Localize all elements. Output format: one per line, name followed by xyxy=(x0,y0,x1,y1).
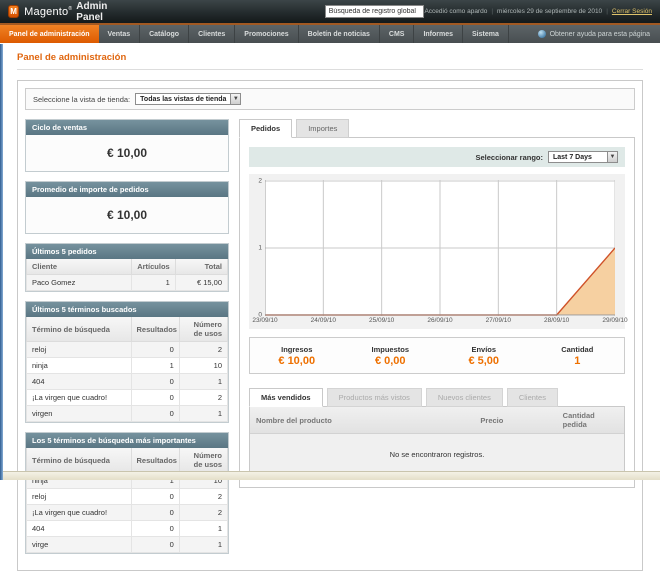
table-row[interactable]: reloj 0 2 xyxy=(27,489,228,505)
average-orders-title: Promedio de importe de pedidos xyxy=(26,182,228,197)
last-orders-title: Últimos 5 pedidos xyxy=(26,244,228,259)
stat-impuestos: Impuestos € 0,00 xyxy=(344,345,438,367)
col-header-nombre-producto: Nombre del producto xyxy=(250,407,474,434)
header-date: miércoles 29 de septiembre de 2010 xyxy=(497,8,602,15)
chevron-down-icon: ▼ xyxy=(230,94,240,104)
table-row[interactable]: 404 0 1 xyxy=(27,374,228,390)
table-row[interactable]: ¡La virgen que cuadro! 0 2 xyxy=(27,505,228,521)
stat-ingresos: Ingresos € 10,00 xyxy=(250,345,344,367)
chart-plot-area xyxy=(265,180,615,316)
top-search-terms-title: Los 5 términos de búsqueda más important… xyxy=(26,433,228,448)
browser-status-bar xyxy=(0,471,660,480)
top-search-terms-box: Los 5 términos de búsqueda más important… xyxy=(25,432,229,554)
brand-name: Magento® xyxy=(24,6,72,18)
stat-cantidad: Cantidad 1 xyxy=(531,345,625,367)
table-row[interactable]: reloj 0 2 xyxy=(27,342,228,358)
range-select[interactable]: Last 7 Days ▼ xyxy=(548,151,618,163)
last-orders-box: Últimos 5 pedidos Cliente Artículos Tota… xyxy=(25,243,229,292)
col-header-resultados: Resultados xyxy=(131,448,179,473)
col-header-resultados: Resultados xyxy=(131,317,179,342)
nav-sales[interactable]: Ventas xyxy=(99,25,141,43)
col-header-cantidad-pedida: Cantidad pedida xyxy=(557,407,624,434)
nav-newsletter[interactable]: Boletín de noticias xyxy=(299,25,380,43)
tab-productos-mas-vistos[interactable]: Productos más vistos xyxy=(327,388,422,407)
tab-pedidos[interactable]: Pedidos xyxy=(239,119,292,138)
nav-customers[interactable]: Clientes xyxy=(189,25,235,43)
col-header-precio: Precio xyxy=(474,407,556,434)
tab-clientes[interactable]: Clientes xyxy=(507,388,558,407)
table-row[interactable]: Paco Gomez 1 € 15,00 xyxy=(27,275,228,291)
orders-chart: 012 23/09/1024/09/1025/09/1026/09/1027/0… xyxy=(249,174,625,329)
brand-suffix: Admin Panel xyxy=(76,1,126,23)
main-nav: Panel de administración Ventas Catálogo … xyxy=(0,23,660,43)
left-column: Ciclo de ventas € 10,00 Promedio de impo… xyxy=(25,119,229,563)
logout-link[interactable]: Cerrar Sesión xyxy=(612,8,652,15)
magento-logo-icon: M xyxy=(8,5,19,18)
nav-dashboard[interactable]: Panel de administración xyxy=(0,25,99,43)
table-row[interactable]: virge 0 1 xyxy=(27,537,228,553)
col-header-termino: Término de búsqueda xyxy=(27,448,132,473)
lifetime-sales-title: Ciclo de ventas xyxy=(26,120,228,135)
page-title: Panel de administración xyxy=(17,52,643,70)
nav-system[interactable]: Sistema xyxy=(463,25,509,43)
store-view-select[interactable]: Todas las vistas de tienda ▼ xyxy=(135,93,241,105)
average-orders-value: € 10,00 xyxy=(26,197,228,233)
header-bar: M Magento® Admin Panel Accedió como apar… xyxy=(0,0,660,23)
nav-catalog[interactable]: Catálogo xyxy=(140,25,189,43)
table-row[interactable]: 404 0 1 xyxy=(27,521,228,537)
lifetime-sales-box: Ciclo de ventas € 10,00 xyxy=(25,119,229,172)
browser-window-edge xyxy=(0,44,3,480)
col-header-cliente: Cliente xyxy=(27,259,132,275)
lifetime-sales-value: € 10,00 xyxy=(26,135,228,171)
bestsellers-panel: Nombre del producto Precio Cantidad pedi… xyxy=(249,406,625,478)
table-row[interactable]: ¡La virgen que cuadro! 0 2 xyxy=(27,390,228,406)
table-row[interactable]: ninja 1 10 xyxy=(27,358,228,374)
col-header-usos: Número de usos xyxy=(179,448,227,473)
stat-envios: Envíos € 5,00 xyxy=(437,345,531,367)
nav-reports[interactable]: Informes xyxy=(414,25,463,43)
last-search-terms-box: Últimos 5 términos buscados Término de b… xyxy=(25,301,229,423)
range-bar: Seleccionar rango: Last 7 Days ▼ xyxy=(249,147,625,167)
global-search-input[interactable] xyxy=(325,5,425,18)
totals-bar: Ingresos € 10,00 Impuestos € 0,00 Envíos… xyxy=(249,337,625,374)
col-header-termino: Término de búsqueda xyxy=(27,317,132,342)
col-header-total: Total xyxy=(175,259,227,275)
tab-mas-vendidos[interactable]: Más vendidos xyxy=(249,388,323,407)
store-view-selector-bar: Seleccione la vista de tienda: Todas las… xyxy=(25,88,635,110)
nav-promotions[interactable]: Promociones xyxy=(235,25,298,43)
chart-x-axis-labels: 23/09/1024/09/1025/09/1026/09/1027/09/10… xyxy=(265,317,615,327)
last-search-terms-title: Últimos 5 términos buscados xyxy=(26,302,228,317)
help-globe-icon xyxy=(538,30,546,38)
orders-panel: Seleccionar rango: Last 7 Days ▼ 012 23/… xyxy=(239,137,635,488)
nav-cms[interactable]: CMS xyxy=(380,25,415,43)
chevron-down-icon: ▼ xyxy=(607,152,617,162)
tab-importes[interactable]: Importes xyxy=(296,119,349,138)
tab-nuevos-clientes[interactable]: Nuevos clientes xyxy=(426,388,503,407)
right-column: Pedidos Importes Seleccionar rango: Last… xyxy=(239,119,635,488)
help-link[interactable]: Obtener ayuda para esta página xyxy=(538,25,660,43)
store-view-label: Seleccione la vista de tienda: xyxy=(33,95,130,104)
range-label: Seleccionar rango: xyxy=(475,153,543,162)
table-row[interactable]: virgen 0 1 xyxy=(27,406,228,422)
logged-in-as: Accedió como apardo xyxy=(424,8,487,15)
col-header-articulos: Artículos xyxy=(131,259,175,275)
average-orders-box: Promedio de importe de pedidos € 10,00 xyxy=(25,181,229,234)
col-header-usos: Número de usos xyxy=(179,317,227,342)
dashboard-container: Seleccione la vista de tienda: Todas las… xyxy=(17,80,643,571)
